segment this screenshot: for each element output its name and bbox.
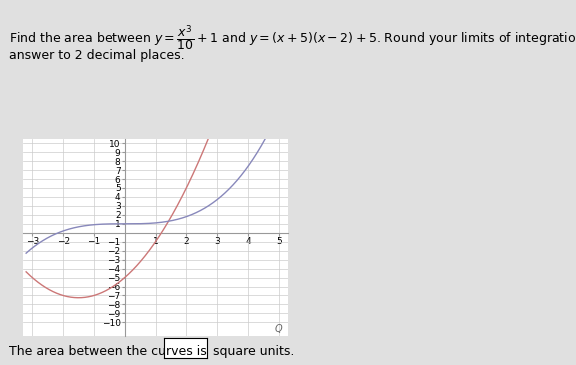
Text: square units.: square units.: [213, 345, 294, 358]
Text: The area between the curves is: The area between the curves is: [9, 345, 206, 358]
Text: Q: Q: [274, 324, 282, 334]
Text: Find the area between $y = \dfrac{x^3}{10} + 1$ and $y = (x+5)(x-2)+5$. Round yo: Find the area between $y = \dfrac{x^3}{1…: [9, 24, 576, 53]
Text: answer to 2 decimal places.: answer to 2 decimal places.: [9, 49, 184, 62]
